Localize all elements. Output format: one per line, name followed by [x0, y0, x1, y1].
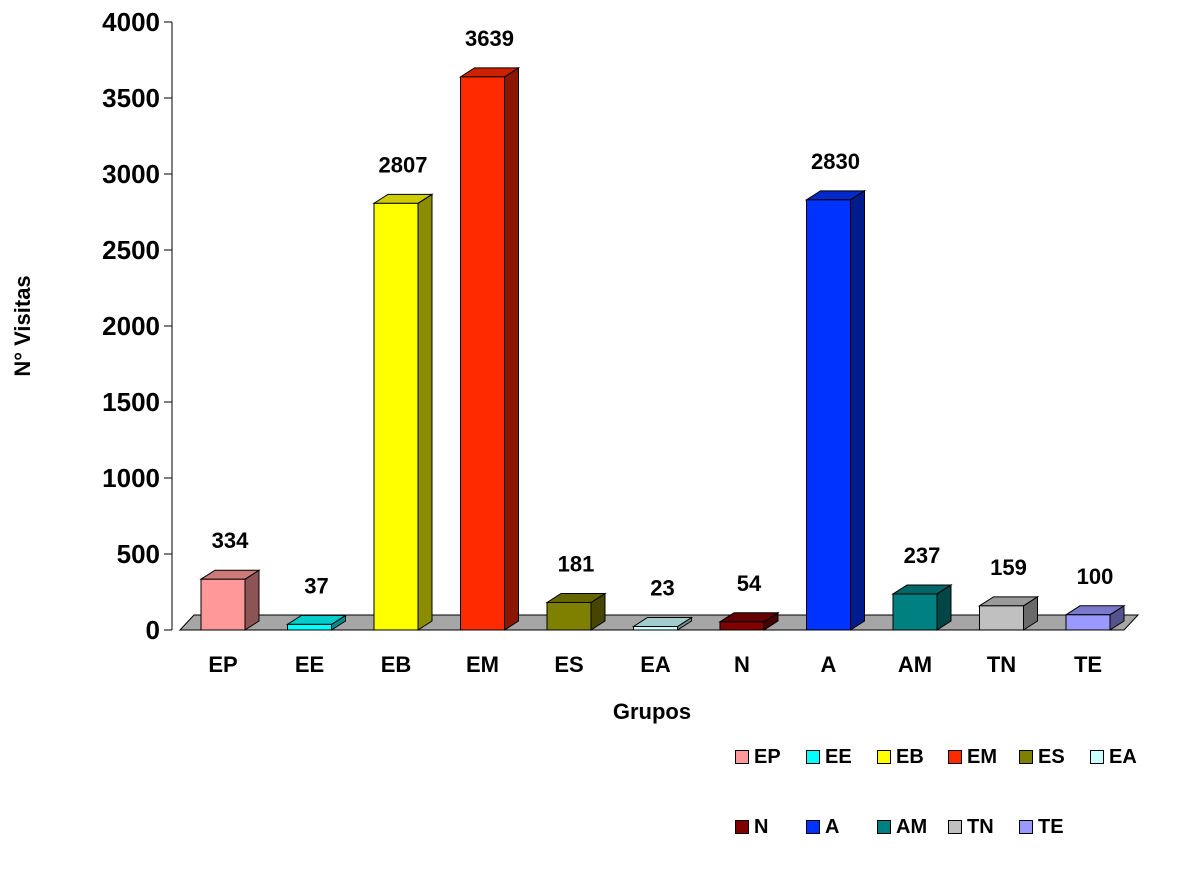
x-tick-label-A: A: [821, 652, 837, 677]
legend-label: EB: [896, 745, 924, 768]
legend-label: TE: [1038, 815, 1064, 838]
bar-EA: [631, 616, 694, 631]
bar-front: [719, 621, 765, 631]
bar-EP: [199, 569, 261, 631]
legend-item-N: N: [735, 816, 806, 839]
x-tick-label-EM: EM: [466, 652, 499, 677]
chart-legend: EP EE EB EM ES EA N A AM TN TE: [735, 742, 1175, 882]
bar-front: [546, 601, 592, 631]
y-tick-label: 1000: [102, 463, 160, 493]
x-tick-label-AM: AM: [898, 652, 932, 677]
bar-EM: [458, 66, 521, 631]
bar-EB: [372, 193, 434, 631]
data-label-EP: 334: [212, 528, 249, 553]
bar-side: [850, 189, 865, 631]
data-label-EB: 2807: [379, 152, 428, 177]
legend-label: TN: [967, 815, 994, 838]
legend-item-TE: TE: [1019, 816, 1090, 839]
legend-item-EB: EB: [877, 746, 948, 769]
legend-swatch: [877, 820, 891, 834]
legend-item-ES: ES: [1019, 746, 1090, 769]
bar-front: [892, 593, 938, 631]
bar-TN: [977, 595, 1040, 631]
x-tick-label-EB: EB: [381, 652, 412, 677]
bar-TE: [1064, 604, 1126, 631]
bar-front: [806, 199, 851, 631]
bar-front: [287, 623, 332, 631]
legend-row: EP EE EB EM ES EA: [735, 742, 1175, 772]
data-label-EA: 23: [650, 576, 674, 601]
x-axis-title: Grupos: [613, 699, 691, 724]
bar-front: [200, 578, 246, 631]
data-label-EE: 37: [304, 573, 328, 598]
bar-side: [244, 569, 260, 631]
bar-front: [633, 626, 678, 631]
legend-item-EE: EE: [806, 746, 877, 769]
x-tick-label-N: N: [734, 652, 750, 677]
x-tick-label-EP: EP: [208, 652, 237, 677]
legend-label: ES: [1038, 745, 1065, 768]
bar-front: [1065, 614, 1111, 631]
bar-chart: 0 500 1000 1500 2000 2500 3000 3500 4000 334 EP 37…: [10, 7, 1140, 724]
data-label-A: 2830: [811, 149, 860, 174]
bar-side: [504, 66, 519, 631]
data-label-EM: 3639: [465, 26, 514, 51]
legend-swatch: [735, 750, 749, 764]
bar-ES: [545, 592, 607, 631]
legend-item-EM: EM: [948, 746, 1019, 769]
bar-A: [804, 189, 867, 631]
x-tick-label-ES: ES: [554, 652, 583, 677]
legend-label: N: [754, 815, 769, 838]
bar-front: [979, 605, 1024, 631]
y-tick-label: 0: [146, 615, 160, 645]
y-axis-title: N° Visitas: [10, 275, 35, 376]
chart-labels: 334 EP 37 EE 2807 EB 3639 EM 181 ES 23 EA 54 N 2830 A 23…: [208, 26, 1113, 677]
legend-swatch: [1019, 750, 1033, 764]
x-tick-label-TN: TN: [987, 652, 1016, 677]
legend-item-A: A: [806, 816, 877, 839]
legend-swatch: [1019, 820, 1033, 834]
y-tick-label: 2500: [102, 235, 160, 265]
legend-item-EP: EP: [735, 746, 806, 769]
y-tick-label: 4000: [102, 7, 160, 37]
legend-label: A: [825, 815, 840, 838]
legend-swatch: [948, 750, 962, 764]
legend-swatch: [877, 750, 891, 764]
bar-EE: [285, 614, 348, 631]
bar-front: [460, 76, 505, 631]
bar-AM: [891, 584, 953, 631]
legend-item-AM: AM: [877, 816, 948, 839]
legend-row: N A AM TN TE: [735, 812, 1175, 842]
legend-label: AM: [896, 815, 928, 838]
data-label-AM: 237: [904, 543, 941, 568]
y-tick-label: 2000: [102, 311, 160, 341]
chart-axes: 0 500 1000 1500 2000 2500 3000 3500 4000: [102, 7, 1140, 645]
legend-swatch: [948, 820, 962, 834]
data-label-N: 54: [737, 571, 762, 596]
legend-label: EA: [1109, 745, 1137, 768]
legend-item-TN: TN: [948, 816, 1019, 839]
y-tick-label: 500: [117, 539, 160, 569]
y-tick-label: 1500: [102, 387, 160, 417]
data-label-TN: 159: [990, 555, 1027, 580]
data-label-TE: 100: [1077, 564, 1114, 589]
legend-swatch: [806, 820, 820, 834]
bar-N: [718, 611, 780, 631]
legend-label: EM: [967, 745, 997, 768]
legend-swatch: [1090, 750, 1104, 764]
bar-side: [417, 193, 433, 631]
x-tick-label-TE: TE: [1074, 652, 1102, 677]
legend-swatch: [806, 750, 820, 764]
bar-front: [373, 202, 419, 631]
legend-item-EA: EA: [1090, 746, 1161, 769]
data-label-ES: 181: [558, 551, 595, 576]
y-tick-label: 3000: [102, 159, 160, 189]
legend-label: EE: [825, 745, 852, 768]
y-tick-label: 3500: [102, 83, 160, 113]
legend-label: EP: [754, 745, 781, 768]
x-tick-label-EA: EA: [640, 652, 671, 677]
x-tick-label-EE: EE: [295, 652, 324, 677]
legend-swatch: [735, 820, 749, 834]
chart-bars: [199, 66, 1126, 631]
